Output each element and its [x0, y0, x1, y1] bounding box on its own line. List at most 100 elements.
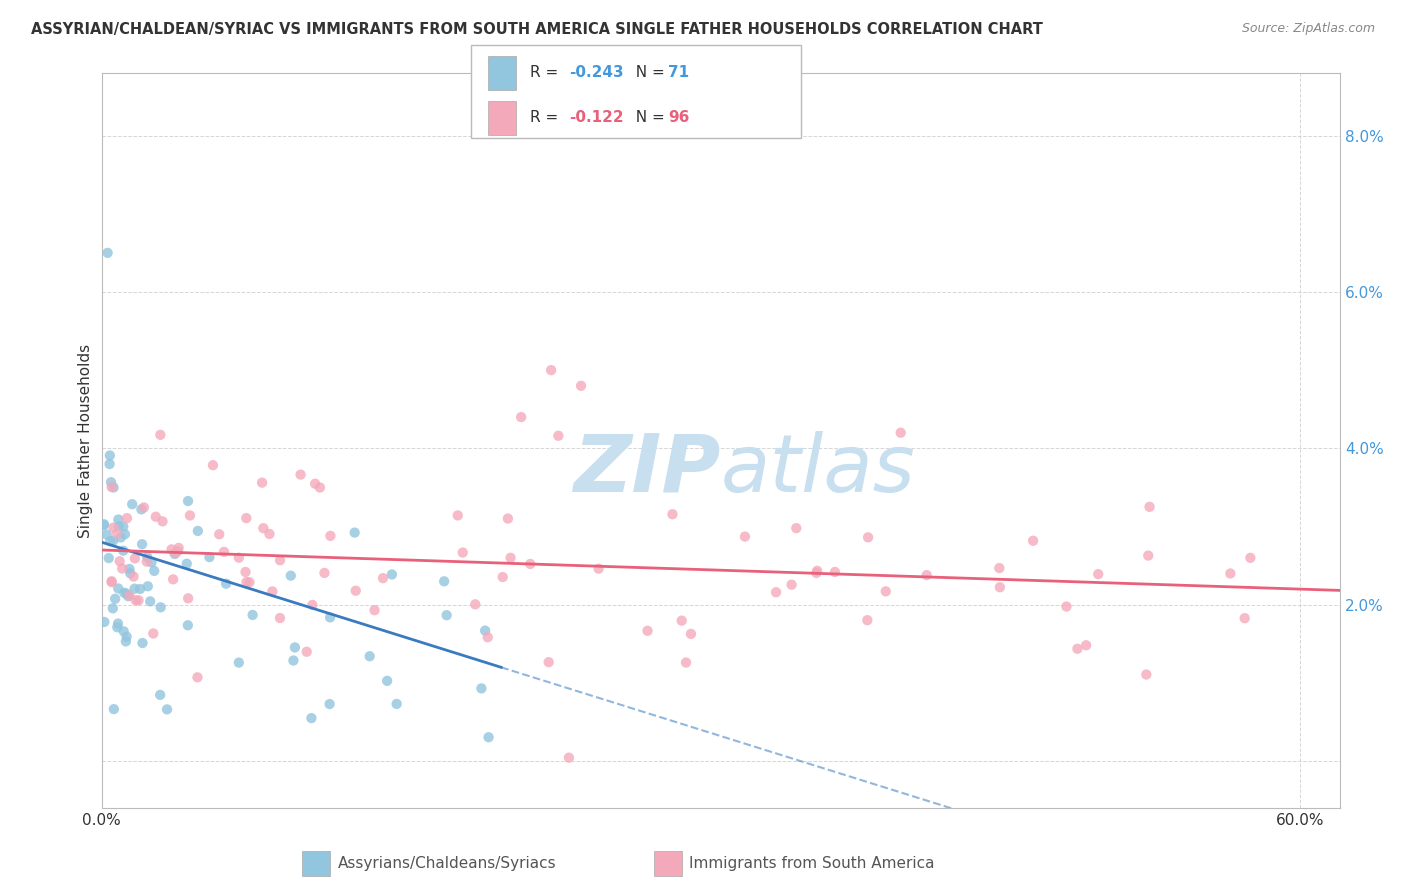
Point: [464, 598, 486, 612]
Point: [785, 521, 807, 535]
Point: [121, 497, 143, 511]
Point: [177, 591, 200, 606]
Point: [381, 567, 404, 582]
Point: [112, 519, 135, 533]
Point: [100, 574, 122, 589]
Point: [492, 570, 515, 584]
Point: [96, 527, 118, 541]
Point: [145, 509, 167, 524]
Point: [1239, 550, 1261, 565]
Text: 96: 96: [668, 110, 689, 125]
Point: [679, 627, 702, 641]
Point: [160, 542, 183, 557]
Point: [588, 562, 610, 576]
Point: [105, 620, 128, 634]
Point: [510, 410, 533, 425]
Point: [540, 363, 562, 377]
Point: [97, 551, 120, 566]
Point: [235, 574, 257, 589]
Point: [806, 566, 828, 580]
Point: [915, 568, 938, 582]
Point: [451, 545, 474, 559]
Point: [163, 547, 186, 561]
Point: [107, 512, 129, 526]
Point: [299, 711, 322, 725]
Point: [1066, 641, 1088, 656]
Point: [235, 565, 257, 579]
Point: [177, 618, 200, 632]
Point: [1137, 549, 1160, 563]
Point: [433, 574, 456, 589]
Point: [269, 611, 291, 625]
Point: [359, 649, 381, 664]
Point: [890, 425, 912, 440]
Point: [201, 458, 224, 473]
Point: [228, 656, 250, 670]
Point: [118, 589, 141, 603]
Point: [122, 569, 145, 583]
Point: [198, 550, 221, 565]
Point: [103, 533, 125, 548]
Point: [304, 476, 326, 491]
Point: [856, 530, 879, 544]
Point: [128, 593, 150, 607]
Point: [98, 534, 121, 549]
Point: [208, 527, 231, 541]
Point: [131, 636, 153, 650]
Point: [136, 579, 159, 593]
Point: [136, 549, 159, 564]
Point: [176, 557, 198, 571]
Point: [875, 584, 897, 599]
Point: [1139, 500, 1161, 514]
Point: [115, 630, 138, 644]
Point: [112, 586, 135, 600]
Point: [100, 480, 122, 494]
Point: [135, 555, 157, 569]
Point: [496, 511, 519, 525]
Point: [108, 554, 131, 568]
Point: [856, 613, 879, 627]
Point: [569, 378, 592, 392]
Point: [436, 608, 458, 623]
Point: [283, 653, 305, 667]
Point: [301, 598, 323, 612]
Point: [114, 527, 136, 541]
Point: [371, 571, 394, 585]
Point: [318, 697, 340, 711]
Point: [295, 645, 318, 659]
Text: 71: 71: [668, 65, 689, 80]
Point: [537, 655, 560, 669]
Point: [1054, 599, 1077, 614]
Point: [132, 500, 155, 515]
Point: [162, 572, 184, 586]
Point: [470, 681, 492, 696]
Point: [675, 656, 697, 670]
Point: [1219, 566, 1241, 581]
Point: [118, 562, 141, 576]
Point: [103, 702, 125, 716]
Point: [165, 546, 187, 560]
Point: [166, 544, 188, 558]
Point: [212, 545, 235, 559]
Point: [477, 730, 499, 744]
Point: [765, 585, 787, 599]
Point: [112, 543, 135, 558]
Point: [141, 555, 163, 569]
Point: [637, 624, 659, 638]
Point: [149, 427, 172, 442]
Point: [385, 697, 408, 711]
Point: [139, 594, 162, 608]
Point: [107, 582, 129, 596]
Point: [186, 670, 208, 684]
Point: [477, 630, 499, 644]
Text: -0.243: -0.243: [569, 65, 624, 80]
Point: [120, 566, 142, 581]
Y-axis label: Single Father Households: Single Father Households: [79, 343, 93, 538]
Point: [98, 457, 121, 471]
Point: [101, 601, 124, 615]
Point: [115, 587, 138, 601]
Point: [259, 527, 281, 541]
Point: [547, 428, 569, 442]
Point: [344, 583, 367, 598]
Point: [375, 673, 398, 688]
